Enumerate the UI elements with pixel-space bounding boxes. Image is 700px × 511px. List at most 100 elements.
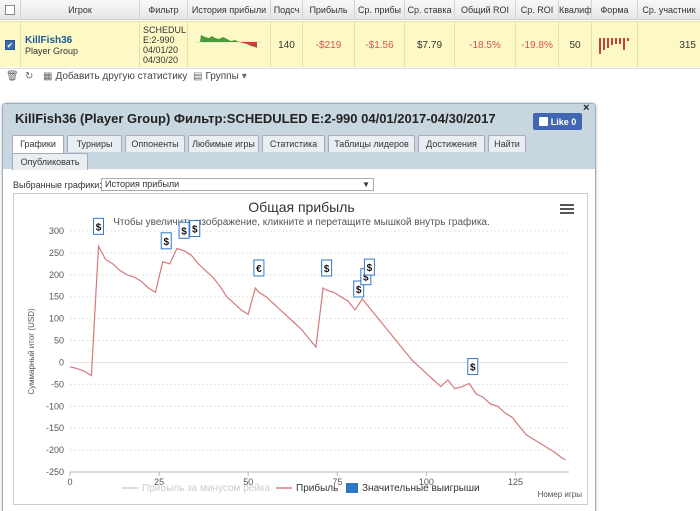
- col-total-roi[interactable]: Общий ROI: [455, 0, 516, 20]
- chart-menu-icon[interactable]: [560, 204, 574, 215]
- player-group: Player Group: [25, 45, 79, 56]
- trash-icon: 🗑: [6, 71, 19, 82]
- avg-entrants-cell: 315: [679, 39, 696, 51]
- col-avg-profit[interactable]: Ср. прибы: [355, 0, 405, 20]
- chart-title: Общая прибыль: [248, 199, 355, 215]
- big-win-marker-label: $: [96, 222, 102, 233]
- player-cell: KillFish36 Player Group: [21, 22, 140, 68]
- big-win-marker-label: $: [363, 273, 369, 284]
- col-profit-history[interactable]: История прибыли: [188, 0, 271, 20]
- y-tick-label: 50: [54, 336, 64, 346]
- close-icon[interactable]: ×: [583, 102, 590, 114]
- big-win-marker: [93, 217, 105, 235]
- select-all-checkbox[interactable]: [5, 5, 15, 15]
- x-axis-label: Номер игры: [538, 490, 583, 499]
- delete-button[interactable]: 🗑: [6, 71, 19, 82]
- add-stat-label: Добавить другую статистику: [55, 71, 188, 82]
- tab-favorite-games[interactable]: Любимые игры: [188, 135, 259, 152]
- big-win-marker: [178, 221, 190, 239]
- x-tick-label: 75: [332, 477, 342, 487]
- big-win-marker-label: $: [181, 226, 187, 237]
- col-qualif[interactable]: Квалиф: [559, 0, 592, 20]
- big-win-marker-label: $: [470, 363, 476, 374]
- like-label: Like 0: [550, 116, 577, 127]
- groups-label: Группы: [205, 71, 239, 82]
- col-profit[interactable]: Прибыль: [303, 0, 355, 20]
- col-player[interactable]: Игрок: [21, 0, 140, 20]
- tab-leaderboards[interactable]: Таблицы лидеров: [328, 135, 415, 152]
- legend-swatch-big-wins: [346, 483, 358, 493]
- player-stats-dialog: KillFish36 (Player Group) Фильтр:SCHEDUL…: [2, 102, 596, 511]
- x-tick-label: 125: [508, 477, 523, 487]
- tab-opponents[interactable]: Оппоненты: [125, 135, 185, 152]
- results-table: Игрок Фильтр История прибыли Подсч Прибы…: [0, 0, 700, 82]
- x-tick-label: 100: [419, 477, 434, 487]
- avg-profit-cell: -$1.56: [355, 22, 405, 68]
- row-checkbox[interactable]: ✔: [5, 40, 15, 50]
- legend-profit: Прибыль: [296, 482, 338, 494]
- row-checkbox-cell[interactable]: ✔: [0, 22, 21, 68]
- dialog-title: KillFish36 (Player Group) Фильтр:SCHEDUL…: [15, 111, 496, 126]
- col-form[interactable]: Форма: [592, 0, 638, 20]
- col-avg-stake[interactable]: Ср. ставка: [405, 0, 455, 20]
- big-win-marker: [353, 280, 365, 298]
- x-tick-label: 50: [243, 477, 253, 487]
- profit-sparkline[interactable]: [188, 22, 271, 68]
- y-tick-label: 200: [49, 270, 64, 280]
- profit-series-line: [69, 244, 566, 461]
- big-win-marker-label: $: [324, 264, 330, 275]
- avg-stake-cell: $7.79: [405, 22, 455, 68]
- form-cell: [592, 22, 638, 68]
- tab-find[interactable]: Найти: [488, 135, 526, 152]
- table-row[interactable]: ✔ KillFish36 Player Group SCHEDUL E:2-99…: [0, 21, 700, 68]
- col-filter[interactable]: Фильтр: [140, 0, 188, 20]
- big-win-marker-label: $: [356, 285, 362, 296]
- big-win-marker: [363, 258, 375, 276]
- big-win-marker-label: €: [256, 264, 262, 275]
- tab-tournaments[interactable]: Турниры: [67, 135, 122, 152]
- dialog-header: KillFish36 (Player Group) Фильтр:SCHEDUL…: [3, 102, 595, 170]
- chart-select-label: Выбранные графики:: [13, 180, 102, 190]
- add-stat-button[interactable]: ▦ Добавить другую статистику: [43, 71, 187, 82]
- sparkline-chart: [197, 35, 261, 48]
- thumbs-up-icon: [538, 117, 548, 126]
- big-win-marker: [160, 232, 172, 250]
- tab-publish[interactable]: Опубликовать: [12, 153, 88, 170]
- facebook-like-button[interactable]: Like 0: [533, 113, 582, 130]
- groups-dropdown[interactable]: ▤ Группы ▾: [193, 71, 247, 82]
- profit-chart[interactable]: Общая прибыль Чтобы увеличить изображени…: [13, 193, 588, 505]
- total-roi-cell: -18.5%: [455, 22, 516, 68]
- tab-charts[interactable]: Графики: [12, 135, 64, 153]
- table-header: Игрок Фильтр История прибыли Подсч Прибы…: [0, 0, 700, 20]
- col-avg-roi[interactable]: Ср. ROI: [516, 0, 559, 20]
- big-win-marker: [467, 358, 479, 376]
- y-tick-label: -200: [46, 445, 64, 455]
- select-all-header[interactable]: [0, 0, 21, 20]
- y-tick-label: -250: [46, 467, 64, 477]
- table-add-icon: ▦: [43, 71, 53, 82]
- big-win-marker-label: $: [163, 237, 169, 248]
- col-avg-entrants[interactable]: Ср. участник: [642, 5, 696, 15]
- big-win-marker: [189, 220, 201, 238]
- player-name-link[interactable]: KillFish36: [25, 34, 73, 46]
- chart-select[interactable]: История прибыли ▼: [101, 178, 374, 191]
- legend-big-wins: Значительные выигрыши: [362, 483, 480, 494]
- big-win-marker: [253, 259, 265, 277]
- y-tick-label: 300: [49, 226, 64, 236]
- chevron-down-icon: ▾: [241, 71, 247, 82]
- tab-statistics[interactable]: Статистика: [262, 135, 325, 152]
- tab-achievements[interactable]: Достижения: [418, 135, 485, 152]
- filter-cell: SCHEDUL E:2-990 04/01/20 04/30/20: [140, 22, 188, 68]
- qualif-cell: 50: [559, 22, 592, 68]
- refresh-button[interactable]: ↻: [25, 71, 33, 82]
- big-win-marker-label: $: [192, 225, 198, 236]
- legend-net-profit: Прибыль за минусом рейка: [142, 482, 271, 494]
- count-cell: 140: [271, 22, 303, 68]
- col-count[interactable]: Подсч: [271, 0, 303, 20]
- y-tick-label: 150: [49, 292, 64, 302]
- y-tick-label: 100: [49, 314, 64, 324]
- chart-select-value: История прибыли: [105, 179, 180, 189]
- x-tick-label: 0: [67, 477, 72, 487]
- y-tick-label: -50: [51, 379, 64, 389]
- chevron-down-icon: ▼: [362, 180, 370, 189]
